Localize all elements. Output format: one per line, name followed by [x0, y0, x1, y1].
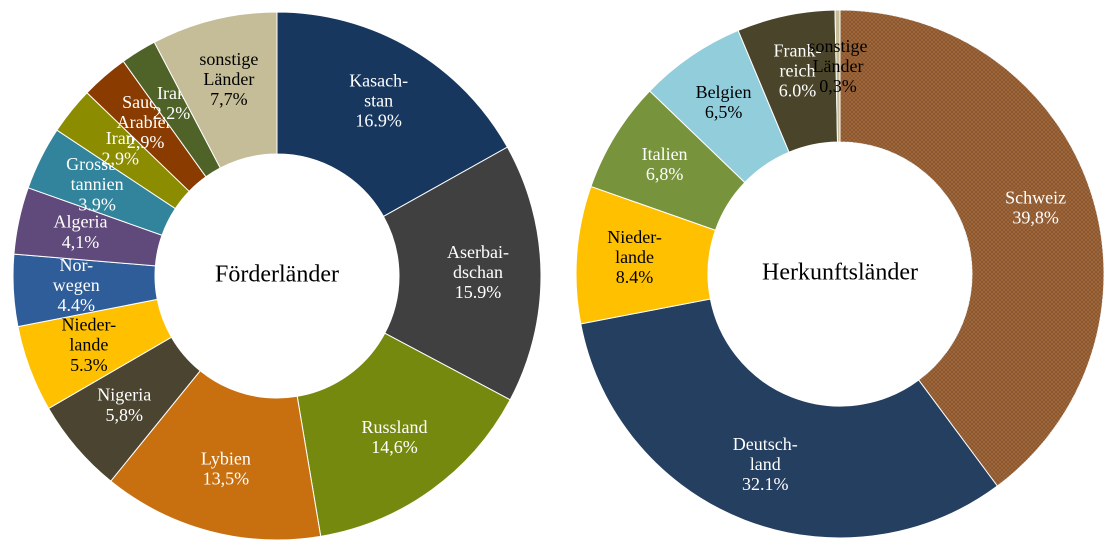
chart-title: Förderländer [215, 262, 339, 288]
chart-title: Herkunftsländer [762, 260, 918, 286]
slice-value-label: 32.1% [742, 474, 789, 494]
slice-value-label: 5.3% [70, 355, 108, 375]
slice-texture [840, 10, 1104, 487]
slice-value-label: 0,3% [819, 76, 857, 96]
slice-label: Nigeria [97, 385, 151, 405]
slice-label: Russland [362, 417, 428, 437]
slice-value-label: 8.4% [616, 267, 654, 287]
donut-slice [110, 370, 322, 541]
slice-value-label: 4.4% [58, 295, 96, 315]
slice-value-label: 15.9% [455, 282, 502, 302]
slice-value-label: 5,8% [106, 405, 144, 425]
slice-label: Iran [106, 128, 135, 148]
slice-label: Nieder-lande [62, 315, 117, 355]
slice-value-label: 2,9% [101, 148, 139, 168]
slice-label: Aserbai-dschan [447, 242, 509, 282]
slice-label: sonstige Länder [809, 36, 868, 76]
slice-label: Deutsch-land [733, 434, 798, 474]
slice-label: Algeria [54, 212, 108, 232]
donut-slice [296, 332, 511, 537]
slice-value-label: 6.0% [779, 81, 817, 101]
slice-value-label: 14,6% [371, 437, 418, 457]
slice-label: Nieder-lande [607, 227, 662, 267]
slice-label: Italien [642, 144, 688, 164]
slice-value-label: 3.9% [78, 194, 116, 214]
slice-value-label: 6,8% [646, 164, 684, 184]
slice-label: Schweiz [1005, 187, 1066, 207]
slice-label: Nor-wegen [53, 255, 100, 295]
slice-label: Belgien [696, 82, 752, 102]
slice-label: Kasach-stan [349, 71, 408, 111]
slice-value-label: 2,9% [127, 132, 165, 152]
donut-slice [382, 146, 542, 401]
slice-label: Lybien [201, 449, 251, 469]
slice-value-label: 2,2% [153, 103, 191, 123]
slice-value-label: 16.9% [355, 111, 402, 131]
donut-slice [276, 11, 509, 218]
slice-value-label: 39,8% [1012, 207, 1059, 227]
slice-value-label: 13,5% [203, 469, 250, 489]
slice-value-label: 4,1% [62, 232, 100, 252]
slice-label: sonstige Länder [199, 49, 258, 89]
slice-value-label: 6,5% [705, 102, 743, 122]
donut-slice [834, 9, 841, 143]
slice-value-label: 7,7% [210, 89, 248, 109]
donut-slice [153, 11, 278, 169]
donut-slice [580, 298, 999, 539]
slice-label: Frank-reich [774, 41, 822, 81]
